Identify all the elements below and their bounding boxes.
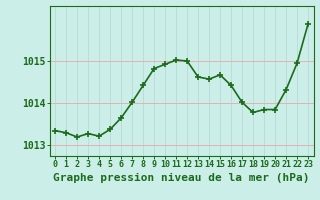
X-axis label: Graphe pression niveau de la mer (hPa): Graphe pression niveau de la mer (hPa) [53,173,310,183]
